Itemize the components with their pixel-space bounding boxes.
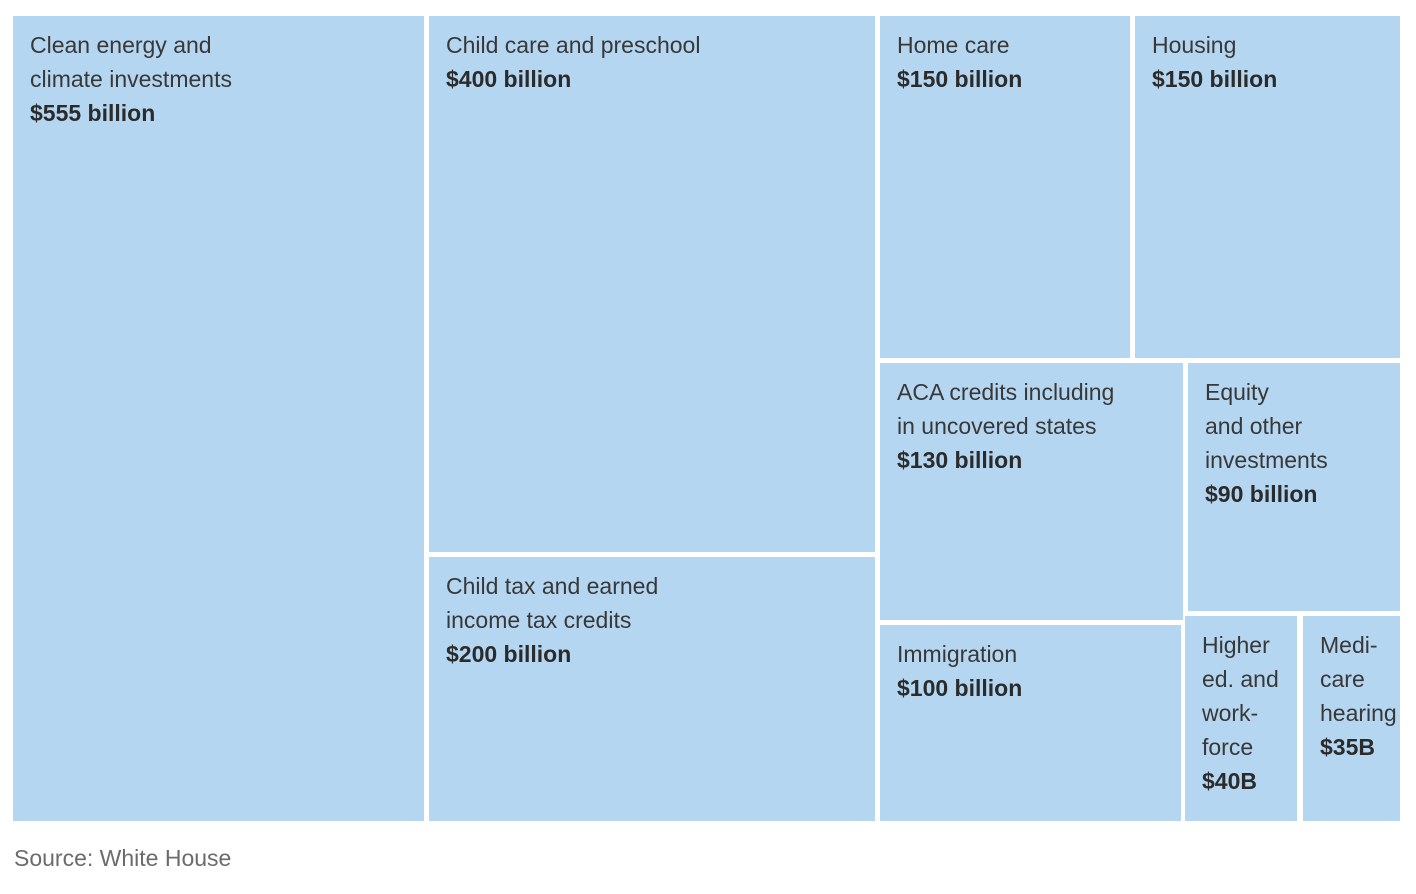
cell-label: ACA credits including in uncovered state… xyxy=(897,379,1115,439)
cell-label: Immigration xyxy=(897,641,1018,667)
treemap-cell-housing: Housing $150 billion xyxy=(1135,16,1400,358)
cell-value: $40B xyxy=(1202,768,1257,794)
cell-value: $150 billion xyxy=(1152,66,1278,92)
cell-label: Equity and other investments xyxy=(1205,379,1328,473)
treemap-cell-child-care: Child care and preschool $400 billion xyxy=(429,16,875,552)
cell-value: $555 billion xyxy=(30,100,156,126)
cell-label: Higher ed. and work- force xyxy=(1202,632,1279,760)
cell-value: $130 billion xyxy=(897,447,1023,473)
cell-value: $400 billion xyxy=(446,66,572,92)
treemap-cell-child-tax-credits: Child tax and earned income tax credits … xyxy=(429,557,875,821)
treemap-cell-aca-credits: ACA credits including in uncovered state… xyxy=(880,363,1183,620)
source-note: Source: White House xyxy=(14,845,232,871)
cell-label: Medi- care hearing xyxy=(1320,632,1397,726)
cell-label: Child tax and earned income tax credits xyxy=(446,573,659,633)
treemap-cell-equity-investments: Equity and other investments $90 billion xyxy=(1188,363,1400,611)
treemap-cell-clean-energy: Clean energy and climate investments $55… xyxy=(13,16,424,821)
cell-label: Clean energy and climate investments xyxy=(30,32,232,92)
cell-label: Home care xyxy=(897,32,1010,58)
treemap-cell-home-care: Home care $150 billion xyxy=(880,16,1130,358)
cell-label: Housing xyxy=(1152,32,1237,58)
cell-value: $100 billion xyxy=(897,675,1023,701)
cell-value: $35B xyxy=(1320,734,1375,760)
cell-label: Child care and preschool xyxy=(446,32,701,58)
cell-value: $90 billion xyxy=(1205,481,1318,507)
cell-value: $150 billion xyxy=(897,66,1023,92)
treemap-cell-higher-ed-workforce: Higher ed. and work- force $40B xyxy=(1185,616,1297,821)
cell-value: $200 billion xyxy=(446,641,572,667)
treemap-cell-medicare-hearing: Medi- care hearing $35B xyxy=(1303,616,1400,821)
treemap-cell-immigration: Immigration $100 billion xyxy=(880,625,1181,821)
treemap-area: Clean energy and climate investments $55… xyxy=(13,16,1400,821)
